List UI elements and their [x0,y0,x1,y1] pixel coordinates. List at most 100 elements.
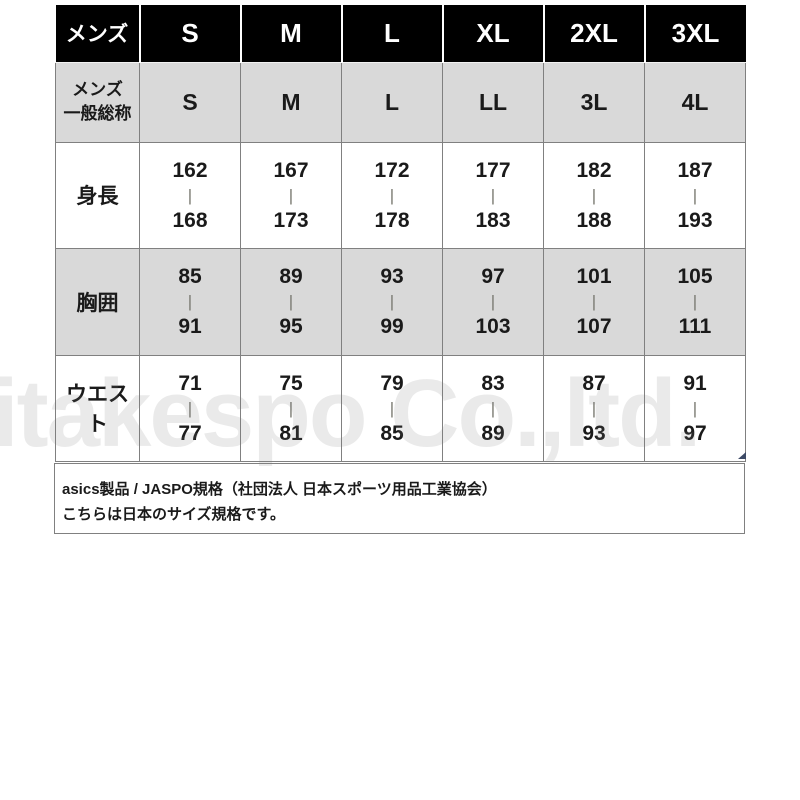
range-separator: | [187,398,193,418]
range-min: 87 [582,371,606,395]
footnote-line1: asics製品 / JASPO規格（社団法人 日本スポーツ用品工業協会） [62,481,497,498]
header-mens-label: メンズ [55,5,140,63]
range-max: 107 [576,315,612,338]
height-row: 身長 162 | 168 167 | 173 172 | 178 177 | 1… [55,141,746,249]
range-min: 75 [279,371,303,395]
chest-row-label: 胸囲 [55,247,140,356]
range-separator: | [490,398,496,418]
alias-label-line2: 一般総称 [63,104,132,123]
range-min: 83 [481,371,505,395]
range-min: 93 [380,265,404,288]
chest-range-l: 93 | 99 [341,247,443,356]
range-separator: | [187,292,193,311]
alias-value-ll: LL [442,62,544,143]
waist-range-2xl: 87 | 93 [543,354,645,462]
range-max: 168 [172,208,208,232]
range-max: 77 [178,421,202,445]
range-max: 178 [374,208,410,232]
range-min: 105 [677,265,713,288]
range-max: 111 [678,315,712,338]
waist-row: ウエスト 71 | 77 75 | 81 79 | 85 83 | 89 87 … [55,354,746,462]
range-separator: | [389,398,395,418]
range-separator: | [692,292,698,311]
waist-range-3xl: 91 | 97 [644,354,746,462]
range-max: 95 [279,315,303,338]
header-size-2xl: 2XL [542,5,645,63]
range-separator: | [389,292,395,311]
height-range-m: 167 | 173 [240,141,342,249]
waist-row-label: ウエスト [55,354,140,462]
range-separator: | [591,398,597,418]
range-separator: | [692,185,698,205]
header-row: メンズ S M L XL 2XL 3XL [55,5,746,63]
range-max: 97 [683,421,707,445]
range-separator: | [288,185,294,205]
range-max: 183 [475,208,511,232]
range-separator: | [288,398,294,418]
range-max: 173 [273,208,309,232]
range-separator: | [490,185,496,205]
range-min: 172 [374,158,410,182]
height-range-3xl: 187 | 193 [644,141,746,249]
range-separator: | [288,292,294,311]
header-size-3xl: 3XL [643,5,746,63]
range-separator: | [187,185,193,205]
chest-range-3xl: 105 | 111 [644,247,746,356]
range-max: 85 [380,421,404,445]
height-range-2xl: 182 | 188 [543,141,645,249]
chest-range-m: 89 | 95 [240,247,342,356]
header-size-s: S [138,5,241,63]
footnote-box: asics製品 / JASPO規格（社団法人 日本スポーツ用品工業協会） こちら… [54,463,745,534]
height-row-label: 身長 [55,141,140,249]
range-max: 89 [481,421,505,445]
range-separator: | [692,398,698,418]
range-separator: | [389,185,395,205]
waist-range-l: 79 | 85 [341,354,443,462]
range-max: 193 [677,208,713,232]
range-min: 101 [576,265,612,288]
alias-value-s: S [139,62,241,143]
height-range-s: 162 | 168 [139,141,241,249]
range-min: 182 [576,158,612,182]
alias-label-line1: メンズ [72,80,123,99]
range-min: 79 [380,371,404,395]
alias-value-m: M [240,62,342,143]
chest-range-s: 85 | 91 [139,247,241,356]
range-max: 99 [380,315,404,338]
waist-range-xl: 83 | 89 [442,354,544,462]
height-range-xl: 177 | 183 [442,141,544,249]
range-min: 91 [683,371,707,395]
range-max: 81 [279,421,303,445]
chest-range-2xl: 101 | 107 [543,247,645,356]
alias-row: メンズ 一般総称 S M L LL 3L 4L [55,62,746,143]
waist-range-m: 75 | 81 [240,354,342,462]
range-max: 93 [582,421,606,445]
range-min: 167 [273,158,309,182]
range-max: 103 [475,315,511,338]
range-separator: | [490,292,496,311]
range-separator: | [591,185,597,205]
waist-range-s: 71 | 77 [139,354,241,462]
alias-value-4l: 4L [644,62,746,143]
chest-row: 胸囲 85 | 91 89 | 95 93 | 99 97 | 103 101 … [55,247,746,356]
cell-corner-marker [738,452,746,459]
size-chart-table: メンズ S M L XL 2XL 3XL メンズ 一般総称 S M L LL 3… [55,5,746,462]
range-min: 89 [279,265,303,288]
range-min: 71 [178,371,202,395]
header-size-l: L [340,5,443,63]
range-max: 188 [576,208,612,232]
height-range-l: 172 | 178 [341,141,443,249]
alias-value-l: L [341,62,443,143]
range-min: 97 [481,265,505,288]
alias-value-3l: 3L [543,62,645,143]
range-min: 85 [178,265,202,288]
range-min: 177 [475,158,511,182]
range-min: 187 [677,158,713,182]
range-separator: | [591,292,597,311]
footnote-line2: こちらは日本のサイズ規格です。 [62,506,286,523]
header-size-m: M [239,5,342,63]
header-size-xl: XL [441,5,544,63]
chest-range-xl: 97 | 103 [442,247,544,356]
range-max: 91 [178,315,202,338]
